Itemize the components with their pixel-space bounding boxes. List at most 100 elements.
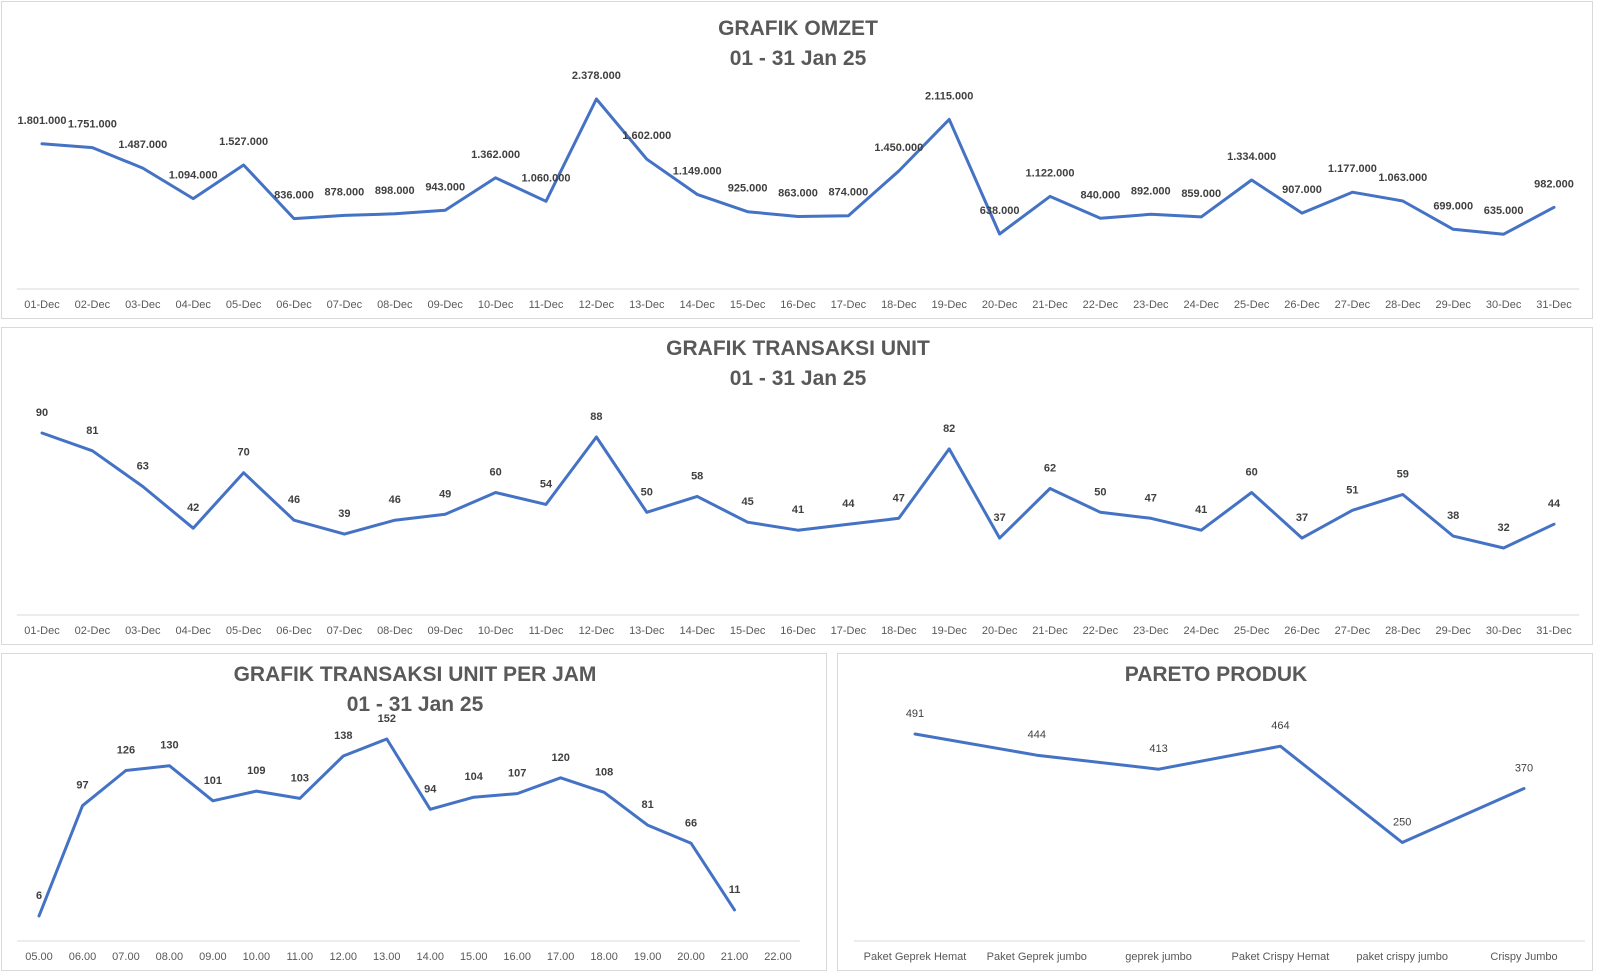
data-label: 58 (691, 470, 703, 482)
chart-subtitle: 01 - 31 Jan 25 (730, 367, 867, 390)
data-label: 6 (36, 890, 42, 902)
data-label: 50 (641, 486, 653, 498)
x-tick-label: 12-Dec (579, 625, 615, 637)
data-label: 898.000 (375, 185, 415, 197)
x-tick-label: 15-Dec (730, 299, 766, 311)
x-tick-label: 05-Dec (226, 299, 262, 311)
data-label: 45 (741, 496, 753, 508)
x-tick-label: 18-Dec (881, 299, 917, 311)
x-tick-label: 22.00 (764, 951, 792, 963)
data-label: 63 (137, 461, 149, 473)
x-tick-label: 23-Dec (1133, 625, 1169, 637)
data-label: 1.487.000 (118, 139, 167, 151)
chart-subtitle: 01 - 31 Jan 25 (347, 693, 484, 716)
data-label: 1.362.000 (471, 149, 520, 161)
x-tick-label: 21.00 (721, 951, 749, 963)
pareto-produk-chart: PARETO PRODUK Paket Geprek Hemat Paket Gep… (854, 663, 1585, 963)
x-tick-label: 08.00 (156, 951, 184, 963)
x-tick-label: 26-Dec (1284, 299, 1320, 311)
data-label: 59 (1397, 468, 1409, 480)
data-label: 907.000 (1282, 184, 1322, 196)
x-tick-label: 04-Dec (175, 625, 211, 637)
data-label: 126 (117, 745, 135, 757)
data-label: 1.122.000 (1026, 167, 1075, 179)
x-tick-label: 13-Dec (629, 625, 665, 637)
x-tick-label: 16.00 (503, 951, 531, 963)
x-tick-label: geprek jumbo (1125, 951, 1192, 963)
x-tick-label: 18.00 (590, 951, 618, 963)
x-tick-label: 29-Dec (1435, 625, 1471, 637)
x-tick-label: 02-Dec (75, 299, 111, 311)
x-tick-label: 05.00 (25, 951, 53, 963)
data-label: 82 (943, 423, 955, 435)
x-tick-label: 22-Dec (1083, 299, 1119, 311)
series-line (913, 732, 1526, 844)
x-tick-label: 11-Dec (529, 299, 564, 311)
data-label: 60 (1245, 466, 1257, 478)
data-label: 94 (424, 783, 437, 795)
x-tick-label: 03-Dec (125, 299, 161, 311)
x-tick-label: Crispy Jumbo (1490, 951, 1557, 963)
transaksi-per-jam-chart: GRAFIK TRANSAKSI UNIT PER JAM 01 - 31 Jan… (17, 663, 800, 963)
data-label: 41 (792, 504, 804, 516)
data-label: 413 (1149, 743, 1167, 755)
data-label: 943.000 (425, 181, 465, 193)
x-tick-label: 02-Dec (75, 625, 111, 637)
data-label: 1.751.000 (68, 119, 117, 131)
data-label: 2.378.000 (572, 70, 621, 82)
data-label: 874.000 (829, 187, 869, 199)
data-label: 104 (465, 771, 484, 783)
x-tick-label: 06-Dec (276, 299, 312, 311)
data-label: 859.000 (1181, 188, 1221, 200)
data-label: 49 (439, 488, 451, 500)
x-tick-label: 08-Dec (377, 625, 413, 637)
x-tick-label: 06.00 (69, 951, 97, 963)
data-label: 444 (1028, 729, 1046, 741)
data-label: 250 (1393, 817, 1411, 829)
omzet-chart: GRAFIK OMZET 01 - 31 Jan 25 01-Dec 02-Dec 03… (16, 17, 1580, 311)
data-label: 491 (906, 708, 924, 720)
data-label: 638.000 (980, 205, 1020, 217)
x-tick-label: 29-Dec (1435, 299, 1471, 311)
x-tick-label: 26-Dec (1284, 625, 1320, 637)
data-label: 370 (1515, 763, 1533, 775)
data-label: 699.000 (1433, 200, 1473, 212)
x-tick-label: 28-Dec (1385, 299, 1421, 311)
data-label: 37 (993, 512, 1005, 524)
series-line (40, 431, 1556, 550)
x-tick-label: 09.00 (199, 951, 227, 963)
data-label: 1.060.000 (522, 172, 571, 184)
data-label: 152 (378, 713, 396, 725)
data-label: 44 (1548, 498, 1561, 510)
series-line (40, 97, 1556, 236)
x-tick-label: 22-Dec (1083, 625, 1119, 637)
data-label: 51 (1346, 484, 1358, 496)
x-tick-label: 13.00 (373, 951, 401, 963)
x-tick-label: 31-Dec (1536, 625, 1572, 637)
x-tick-label: 18-Dec (881, 625, 917, 637)
data-label: 32 (1497, 522, 1509, 534)
x-tick-label: 23-Dec (1133, 299, 1169, 311)
x-tick-label: 20-Dec (982, 625, 1018, 637)
x-tick-label: 10-Dec (478, 299, 514, 311)
data-label: 1.063.000 (1378, 172, 1427, 184)
x-tick-label: 14-Dec (679, 625, 715, 637)
data-label: 108 (595, 766, 613, 778)
data-label: 1.801.000 (18, 115, 67, 127)
chart-subtitle: 01 - 31 Jan 25 (730, 47, 867, 70)
transaksi-per-jam-chart-panel: GRAFIK TRANSAKSI UNIT PER JAM 01 - 31 Jan… (1, 653, 827, 971)
x-tick-label: paket crispy jumbo (1356, 951, 1448, 963)
x-tick-label: 24-Dec (1183, 299, 1219, 311)
x-tick-label: 16-Dec (780, 625, 816, 637)
transaksi-unit-chart: GRAFIK TRANSAKSI UNIT 01 - 31 Jan 25 01-De… (16, 337, 1580, 637)
data-label: 1.334.000 (1227, 151, 1276, 163)
data-label: 90 (36, 407, 48, 419)
data-label: 11 (729, 884, 741, 896)
x-tick-label: 10.00 (243, 951, 271, 963)
data-label: 60 (489, 466, 501, 478)
data-label: 1.149.000 (673, 165, 722, 177)
x-tick-label: Paket Geprek jumbo (987, 951, 1087, 963)
x-tick-label: 12.00 (330, 951, 358, 963)
x-tick-label: 10-Dec (478, 625, 514, 637)
x-tick-label: 04-Dec (175, 299, 211, 311)
